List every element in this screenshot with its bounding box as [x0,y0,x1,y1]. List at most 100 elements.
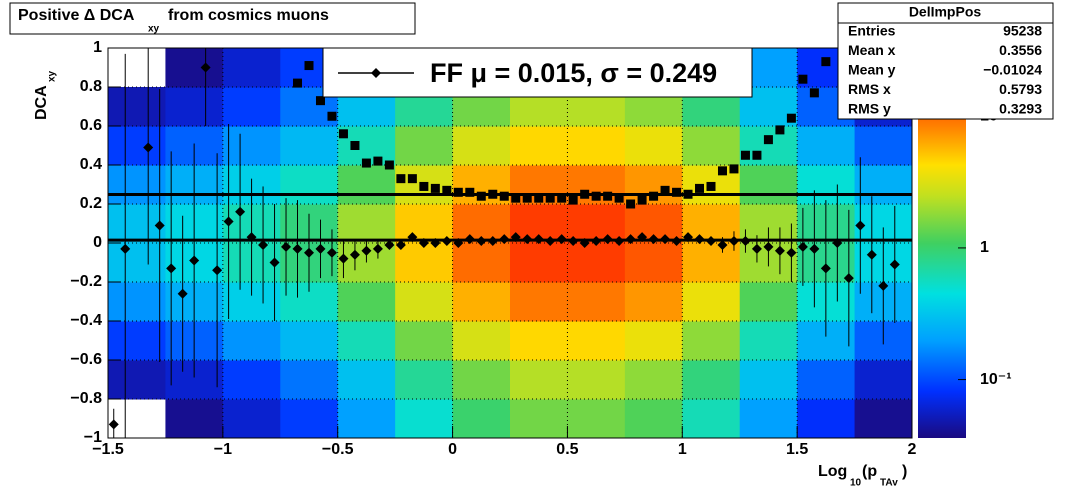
heat-cell [624,282,683,322]
heat-cell [165,87,224,127]
mean-marker [683,232,694,243]
mean-marker [212,265,223,276]
rms-marker [338,129,348,139]
mean-marker [637,232,648,243]
heat-cell [395,360,454,400]
heat-cell [337,321,396,361]
heat-cell [854,126,912,166]
rms-marker [798,74,808,84]
heat-cell [395,399,454,438]
rms-marker [499,191,509,201]
x-tick-label: −1 [214,441,232,458]
heat-cell [108,204,166,244]
rms-marker [350,141,360,150]
legend-marker [371,68,381,78]
heat-cell [280,165,339,205]
axes: −1.5 −1 −0.5 0 0.5 1 1.5 2−1−0.8−0.6−0.4−0.200.… [70,39,1011,458]
heat-cell [624,126,683,166]
rms-marker [706,181,716,191]
mean-marker [740,236,751,247]
mean-marker [418,238,429,248]
mean-marker [797,241,808,252]
rms-marker [649,191,659,201]
heat-cell [797,360,856,400]
y-tick-label: −0.6 [70,351,102,368]
heat-cell [222,321,281,361]
mean-marker [556,234,567,245]
heat-cell [452,399,511,438]
heat-cell [624,360,683,400]
mean-marker [809,243,820,254]
mean-marker [235,206,246,217]
heat-cell [510,321,568,361]
mean-marker [694,234,705,245]
mean-marker [476,236,487,247]
heat-cell [222,399,281,438]
rms-marker [786,113,796,123]
mean-marker [177,288,188,299]
mean-marker [464,234,475,245]
heat-cell [108,165,166,205]
heat-cell [452,126,511,166]
mean-marker [143,142,154,153]
heat-cell [395,243,454,283]
mean-marker [660,234,671,245]
mean-marker [361,245,372,256]
mean-marker [786,247,797,258]
rms-marker [476,191,486,201]
heat-cell [337,165,396,205]
mean-marker [832,238,843,248]
stats-label: Mean x [848,42,896,58]
heat-cell [337,399,396,438]
heat-cell [567,321,626,361]
mean-marker [189,255,200,266]
mean-marker [866,249,877,260]
mean-marker [269,257,280,268]
heat-cell [395,204,454,244]
x-label-sub: 10 [850,478,862,487]
heat-cell [797,399,856,438]
mean-marker [522,234,533,245]
stats-label: Entries [848,23,896,39]
mean-marker [372,243,383,254]
heat-cell [739,321,798,361]
heat-cell [854,165,912,205]
stats-value: −0.01024 [983,62,1042,78]
x-label: (p [862,463,877,480]
y-tick-label: −0.2 [70,273,102,290]
rms-marker [430,183,440,193]
rms-marker [695,183,705,193]
mean-marker [384,239,395,250]
rms-marker [591,191,601,201]
mean-marker [407,232,418,243]
mean-marker [855,220,866,231]
rms-marker [419,181,429,191]
y-tick-label: 0.4 [80,156,102,173]
mean-marker [166,263,177,274]
heat-cell [108,282,166,322]
y-label: DCA [33,85,50,120]
chart-title-sub: xy [148,24,160,35]
heat-cell [567,399,626,438]
mean-marker [315,243,326,254]
mean-marker [200,62,211,73]
rms-marker [763,135,773,145]
stats-label: RMS y [848,101,891,117]
mean-marker [453,238,464,248]
stats-value: 0.5793 [999,81,1042,97]
y-tick-label: 0.2 [80,195,102,212]
stats-box: DelImpPos Entries 95238 Mean x 0.3556 Mean y… [837,2,1054,120]
x-label: ) [902,463,907,480]
heat-cell [682,126,741,166]
rms-marker [729,164,739,174]
heat-cell [510,399,568,438]
title-box [9,2,416,35]
rms-marker [626,199,636,209]
rms-marker [396,174,406,184]
heat-cell [854,399,912,438]
y-tick-label: 0.8 [80,78,102,95]
mean-marker [763,241,774,252]
mean-marker [441,236,452,247]
mean-marker [889,259,900,270]
